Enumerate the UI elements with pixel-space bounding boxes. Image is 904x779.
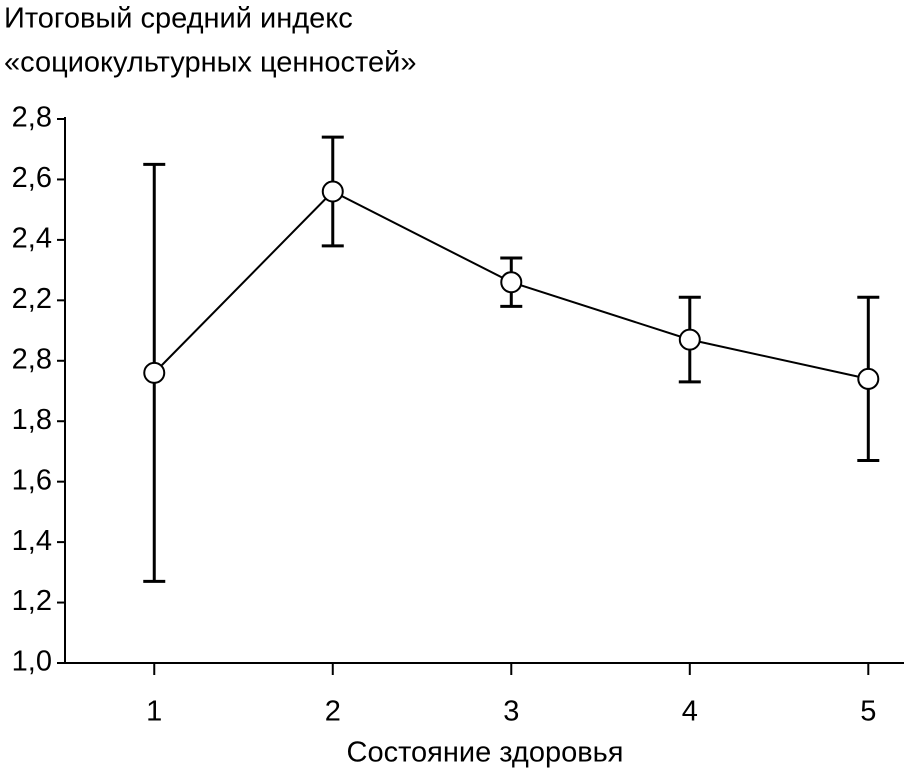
x-tick-label: 5 <box>860 696 876 728</box>
x-tick-label: 4 <box>682 696 698 728</box>
y-tick-label: 2,2 <box>12 283 52 315</box>
data-point <box>500 271 523 294</box>
data-point <box>143 361 166 384</box>
y-tick-label: 1,2 <box>12 585 52 617</box>
x-tick-label: 3 <box>503 696 519 728</box>
data-point <box>857 367 880 390</box>
y-axis-label: «социокультурных ценностей» <box>4 47 416 79</box>
y-tick-label: 2,4 <box>12 223 52 255</box>
x-axis-label: Состояние здоровья <box>347 737 624 769</box>
y-tick-label: 1,0 <box>12 646 52 678</box>
x-tick-label: 2 <box>325 696 341 728</box>
x-tick-label: 1 <box>146 696 162 728</box>
y-tick-label: 1,4 <box>12 525 52 557</box>
y-tick-label: 1,6 <box>12 464 52 496</box>
y-tick-label: 2,8 <box>12 343 52 375</box>
y-tick-label: 2,6 <box>12 162 52 194</box>
y-tick-label: 2,8 <box>12 102 52 134</box>
y-tick-label: 1,8 <box>12 404 52 436</box>
data-point <box>321 180 344 203</box>
y-axis-label: Итоговый средний индекс <box>4 3 353 35</box>
data-point <box>678 328 701 351</box>
